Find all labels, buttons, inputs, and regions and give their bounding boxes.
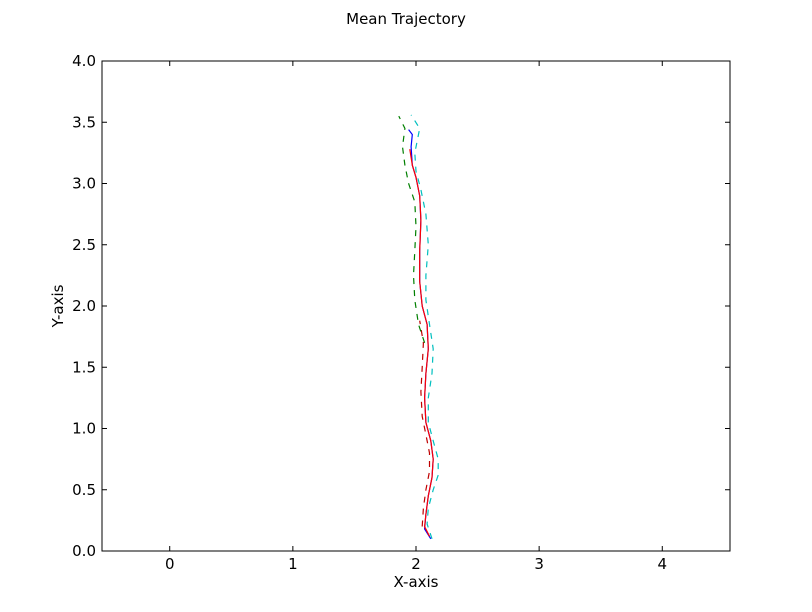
y-tick-label: 1.0 [72, 420, 96, 438]
axis-ticks: 0 1 2 3 4 0.0 0.5 1.0 1.5 2.0 2.5 3.0 3.5 4.0 [72, 52, 730, 573]
y-tick-label: 2.5 [72, 236, 96, 254]
y-axis-label: Y-axis [49, 284, 67, 328]
chart-title: Mean Trajectory [346, 10, 466, 28]
y-tick-label: 1.5 [72, 358, 96, 376]
y-tick-label: 4.0 [72, 52, 96, 70]
plot-area [398, 114, 439, 540]
series-line-3 [419, 320, 431, 527]
y-tick-label: 0.5 [72, 481, 96, 499]
x-tick-label: 1 [288, 555, 298, 573]
y-tick-label: 2.0 [72, 297, 96, 315]
series-line-2 [409, 149, 434, 537]
x-tick-label: 4 [658, 555, 668, 573]
x-tick-label: 2 [411, 555, 421, 573]
x-tick-label: 0 [165, 555, 175, 573]
y-tick-label: 0.0 [72, 542, 96, 560]
series-line-4 [398, 115, 426, 343]
series-line-5 [410, 114, 439, 539]
x-axis-label: X-axis [394, 573, 439, 591]
y-tick-label: 3.5 [72, 113, 96, 131]
y-tick-label: 3.0 [72, 175, 96, 193]
x-tick-label: 3 [534, 555, 544, 573]
